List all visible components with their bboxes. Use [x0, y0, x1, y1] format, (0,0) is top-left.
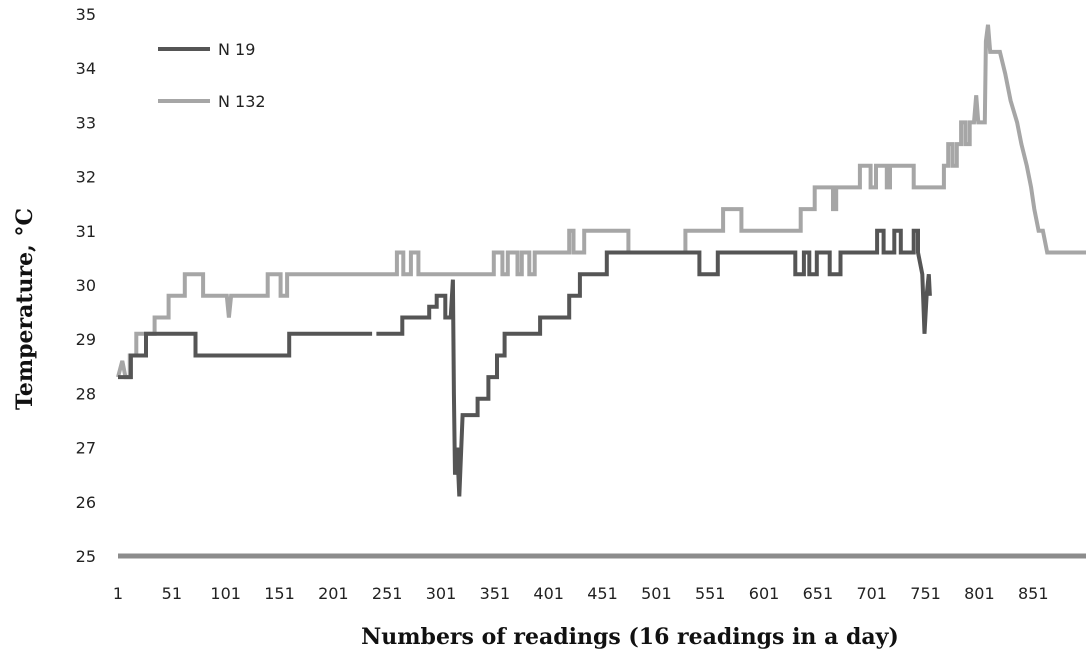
series-line-n132: [116, 24, 1086, 380]
x-tick-label: 551: [695, 584, 726, 603]
y-tick-label: 35: [76, 5, 96, 24]
x-tick-label: 201: [318, 584, 349, 603]
x-tick-label: 101: [210, 584, 241, 603]
y-tick-label: 30: [76, 276, 96, 295]
y-tick-label: 25: [76, 547, 96, 566]
y-axis-ticks: 25 26 27 28 29 30 31 32 33 34 35: [76, 5, 96, 566]
y-tick-label: 27: [76, 439, 96, 458]
x-tick-label: 851: [1018, 584, 1049, 603]
series-line-n19: [118, 228, 932, 497]
y-tick-label: 34: [76, 59, 96, 78]
legend-label-n19: N 19: [218, 40, 255, 59]
x-tick-label: 301: [426, 584, 457, 603]
x-tick-label: 651: [803, 584, 834, 603]
x-tick-label: 751: [910, 584, 941, 603]
x-axis-ticks: 1 51 101 151 201 251 301 351 401 451 501 551 601 651 7…: [113, 584, 1049, 603]
x-tick-label: 151: [264, 584, 295, 603]
x-tick-label: 601: [749, 584, 780, 603]
y-tick-label: 29: [76, 330, 96, 349]
legend-label-n132: N 132: [218, 92, 266, 111]
x-tick-label: 701: [856, 584, 887, 603]
x-tick-label: 501: [641, 584, 672, 603]
y-tick-label: 33: [76, 113, 96, 132]
legend: N 19 N 132: [158, 40, 266, 111]
x-tick-label: 401: [533, 584, 564, 603]
y-tick-label: 32: [76, 168, 96, 187]
x-tick-label: 251: [372, 584, 403, 603]
x-tick-label: 801: [964, 584, 995, 603]
x-axis-title: Numbers of readings (16 readings in a da…: [361, 624, 899, 650]
series-layer: [116, 24, 1086, 497]
y-tick-label: 28: [76, 384, 96, 403]
y-tick-label: 26: [76, 493, 96, 512]
y-axis-title: Temperature, °C: [12, 208, 38, 410]
x-tick-label: 1: [113, 584, 123, 603]
x-tick-label: 451: [587, 584, 618, 603]
y-tick-label: 31: [76, 222, 96, 241]
x-tick-label: 351: [480, 584, 511, 603]
x-tick-label: 51: [162, 584, 182, 603]
